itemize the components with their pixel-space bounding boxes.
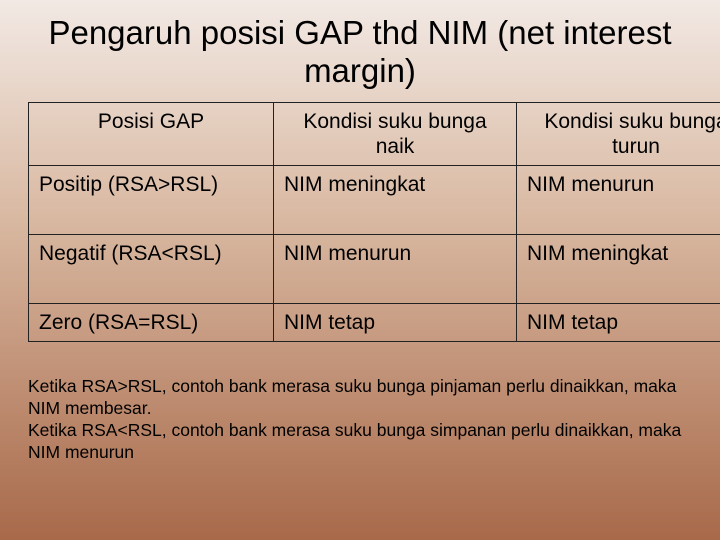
- slide-title: Pengaruh posisi GAP thd NIM (net interes…: [32, 14, 688, 90]
- cell-turun: NIM meningkat: [517, 235, 720, 304]
- note-line: Ketika RSA>RSL, contoh bank merasa suku …: [28, 376, 692, 420]
- col-header-turun: Kondisi suku bunga turun: [517, 102, 720, 165]
- note-line: Ketika RSA<RSL, contoh bank merasa suku …: [28, 420, 692, 464]
- footer-notes: Ketika RSA>RSL, contoh bank merasa suku …: [28, 376, 692, 464]
- cell-turun: NIM menurun: [517, 166, 720, 235]
- cell-turun: NIM tetap: [517, 304, 720, 342]
- cell-posisi: Negatif (RSA<RSL): [29, 235, 274, 304]
- col-header-naik: Kondisi suku bunga naik: [274, 102, 517, 165]
- cell-naik: NIM tetap: [274, 304, 517, 342]
- cell-naik: NIM meningkat: [274, 166, 517, 235]
- gap-table: Posisi GAP Kondisi suku bunga naik Kondi…: [28, 102, 720, 343]
- table-row: Zero (RSA=RSL) NIM tetap NIM tetap: [29, 304, 720, 342]
- table-header-row: Posisi GAP Kondisi suku bunga naik Kondi…: [29, 102, 720, 165]
- table-row: Positip (RSA>RSL) NIM meningkat NIM menu…: [29, 166, 720, 235]
- cell-posisi: Positip (RSA>RSL): [29, 166, 274, 235]
- slide: Pengaruh posisi GAP thd NIM (net interes…: [0, 0, 720, 540]
- cell-posisi: Zero (RSA=RSL): [29, 304, 274, 342]
- col-header-posisi: Posisi GAP: [29, 102, 274, 165]
- cell-naik: NIM menurun: [274, 235, 517, 304]
- table-row: Negatif (RSA<RSL) NIM menurun NIM mening…: [29, 235, 720, 304]
